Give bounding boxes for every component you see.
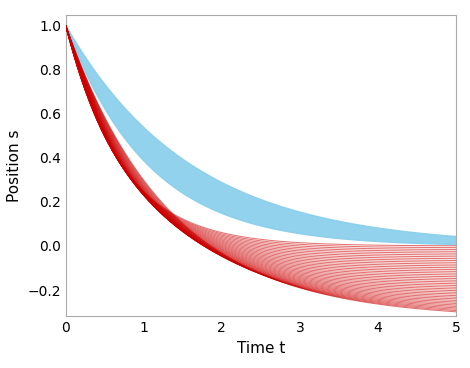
Y-axis label: Position s: Position s: [7, 129, 22, 202]
X-axis label: Time t: Time t: [237, 341, 285, 356]
